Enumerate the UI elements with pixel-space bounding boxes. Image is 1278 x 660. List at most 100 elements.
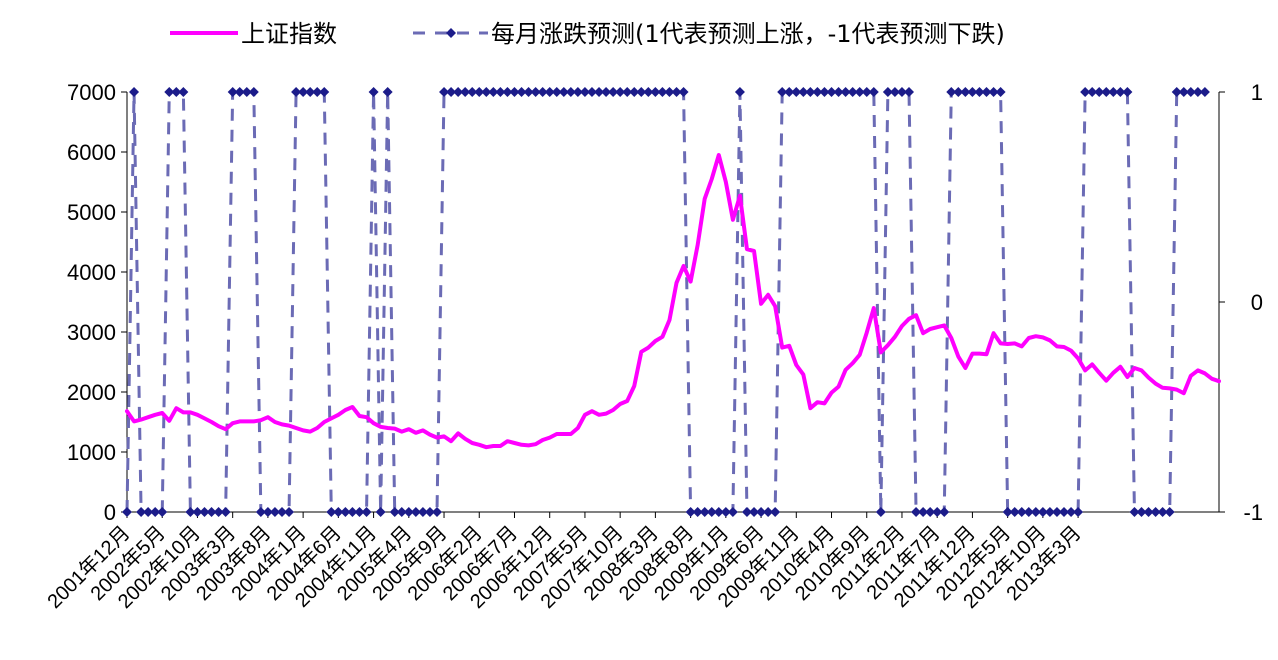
forecast-point [749,507,760,517]
forecast-point [1192,87,1203,97]
forecast-point [727,507,738,517]
forecast-point [439,87,450,97]
forecast-point [1002,507,1013,517]
legend-label-forecast: 每月涨跌预测(1代表预测上涨，-1代表预测下跌) [491,20,1005,48]
forecast-point [918,507,929,517]
forecast-point [657,87,668,97]
forecast-point [706,507,717,517]
forecast-point [565,87,576,97]
y-left-tick-label: 4000 [67,260,116,285]
forecast-point [1157,507,1168,517]
forecast-point [875,507,886,517]
forecast-point [713,507,724,517]
forecast-point [424,507,435,517]
forecast-point [255,507,266,517]
forecast-point [305,87,316,97]
forecast-point [1122,87,1133,97]
forecast-point [523,87,534,97]
forecast-point [763,507,774,517]
forecast-point [192,507,203,517]
y-right-tick-label: -1 [1243,500,1263,525]
forecast-point [1150,507,1161,517]
forecast-point [805,87,816,97]
forecast-point [298,87,309,97]
forecast-point [1108,87,1119,97]
forecast-point [312,87,323,97]
forecast-point [1044,507,1055,517]
forecast-point [417,507,428,517]
forecast-point [544,87,555,97]
y-left-tick-label: 0 [104,500,116,525]
forecast-point [453,87,464,97]
forecast-point [262,507,273,517]
forecast-point [227,87,238,97]
y-left-tick-label: 5000 [67,200,116,225]
forecast-point [988,87,999,97]
forecast-point [692,507,703,517]
y-left-tick-label: 1000 [67,440,116,465]
legend-swatch-diamond-icon [446,28,456,38]
y-left-tick-label: 3000 [67,320,116,345]
forecast-point [502,87,513,97]
forecast-point [389,507,400,517]
forecast-point [911,507,922,517]
forecast-point [1073,507,1084,517]
forecast-point [847,87,858,97]
forecast-point [932,507,943,517]
forecast-point [1164,507,1175,517]
forecast-point [206,507,217,517]
forecast-point [495,87,506,97]
plot-area: 01000200030004000500060007000-1012001年12… [43,80,1263,613]
y-right-tick-label: 1 [1251,80,1263,105]
forecast-point [826,87,837,97]
series-index-line [125,153,1221,450]
forecast-point [770,507,781,517]
forecast-point [756,507,767,517]
forecast-point [530,87,541,97]
forecast-point [143,507,154,517]
forecast-point [347,507,358,517]
forecast-point [1009,507,1020,517]
forecast-point [636,87,647,97]
forecast-point [812,87,823,97]
forecast-point [1136,507,1147,517]
forecast-point [868,87,879,97]
forecast-point [382,87,393,97]
forecast-point [460,87,471,97]
forecast-point [671,87,682,97]
forecast-point [833,87,844,97]
forecast-point [1143,507,1154,517]
forecast-point [601,87,612,97]
forecast-point [319,87,330,97]
forecast-point [791,87,802,97]
forecast-point [199,507,210,517]
forecast-point [558,87,569,97]
forecast-point [1178,87,1189,97]
forecast-point [819,87,830,97]
forecast-point [981,87,992,97]
forecast-point [1101,87,1112,97]
forecast-point [685,507,696,517]
forecast-point [467,87,478,97]
forecast-point [622,87,633,97]
forecast-point [403,507,414,517]
forecast-point [481,87,492,97]
forecast-point [784,87,795,97]
forecast-point [375,507,386,517]
forecast-point [1185,87,1196,97]
forecast-point [861,87,872,97]
forecast-point [248,87,259,97]
forecast-point [643,87,654,97]
forecast-point [960,87,971,97]
forecast-point [284,507,295,517]
forecast-point [889,87,900,97]
forecast-point [1023,507,1034,517]
forecast-point [974,87,985,97]
forecast-point [1094,87,1105,97]
forecast-point [122,507,132,517]
forecast-point [798,87,809,97]
forecast-point [551,87,562,97]
forecast-point [269,507,280,517]
forecast-point [326,507,337,517]
